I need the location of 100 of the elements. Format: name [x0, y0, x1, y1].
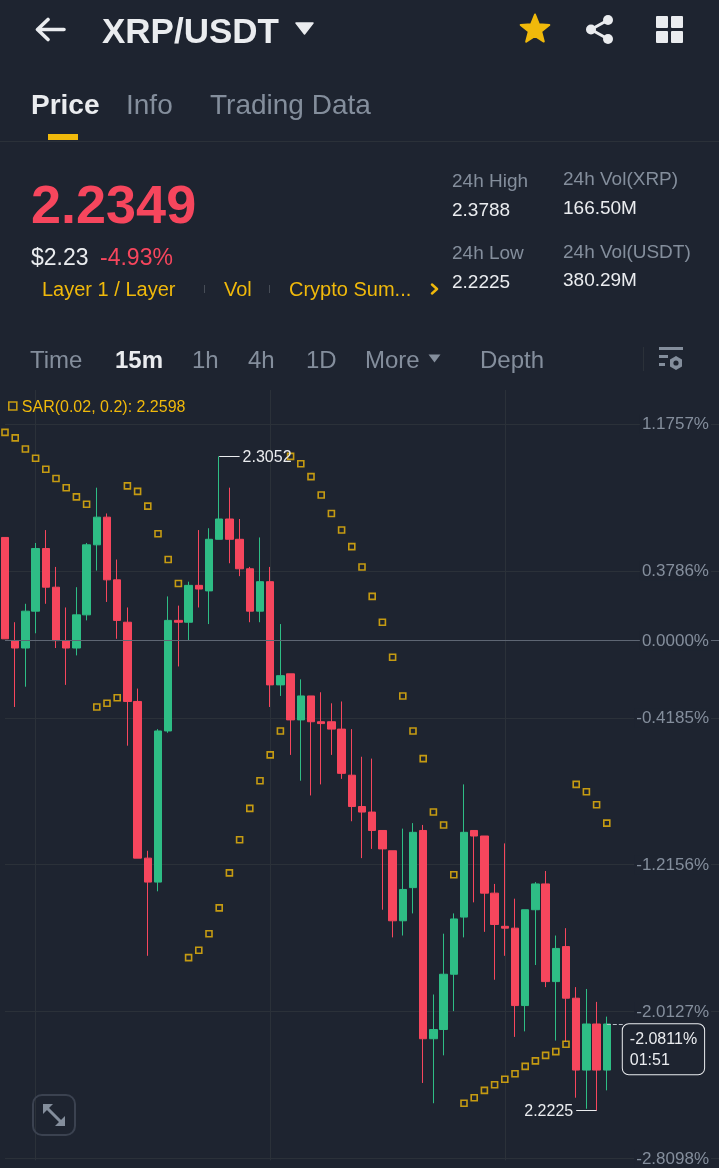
text: -4.93% [100, 244, 173, 272]
candlestick [42, 529, 50, 605]
text: 2.2349 [31, 173, 197, 236]
point [225, 869, 234, 877]
point [205, 929, 213, 938]
text: Vol [224, 277, 252, 301]
candlestick [154, 728, 162, 892]
candlestick [552, 935, 560, 1042]
candlestick [317, 691, 325, 785]
text: 166.50M [563, 197, 637, 220]
point [297, 459, 305, 468]
annotation: 2.2225 [524, 1102, 574, 1120]
candlestick [195, 529, 203, 608]
candlestick [93, 487, 101, 572]
candlestick [246, 566, 254, 623]
annotation: 2.3052 [242, 447, 292, 465]
point [572, 780, 580, 789]
candlestick [205, 527, 213, 625]
point [113, 693, 121, 702]
point [246, 804, 254, 813]
point [123, 482, 132, 490]
point [276, 727, 285, 735]
point [52, 474, 60, 483]
point [195, 946, 203, 955]
candlestick [52, 566, 60, 649]
ref-line-label: -2.0811% [629, 1030, 698, 1048]
candlestick [184, 581, 193, 642]
point [266, 751, 274, 759]
candlestick [348, 728, 356, 822]
text: Depth [480, 346, 545, 375]
point [460, 1099, 468, 1108]
candlestick [62, 606, 70, 686]
candlestick [399, 828, 407, 937]
point [307, 472, 315, 481]
point [93, 703, 101, 711]
candlestick [1, 536, 9, 640]
candlestick [113, 559, 121, 640]
point [1, 428, 9, 437]
candlestick [460, 783, 468, 938]
point [256, 776, 264, 785]
point [470, 1093, 478, 1102]
candlestick [378, 829, 387, 911]
text: Time [30, 346, 83, 375]
candlestick [358, 756, 366, 859]
candlestick [511, 898, 519, 1038]
point [521, 1062, 529, 1071]
point [409, 727, 417, 735]
candlestick [286, 673, 295, 756]
point [388, 653, 397, 662]
candlestick [572, 986, 580, 1099]
candlestick [470, 829, 478, 903]
point [348, 542, 356, 551]
text: 2.2225 [452, 271, 511, 294]
candlestick [388, 850, 397, 938]
point [72, 493, 81, 501]
point [144, 502, 152, 510]
point [164, 555, 172, 564]
text: 24h High [452, 170, 529, 193]
text: 1h [192, 346, 219, 375]
point [215, 904, 223, 912]
point [399, 692, 407, 700]
candlestick [603, 1016, 611, 1091]
candlestick [11, 621, 19, 708]
y-tick-label: 0.3786% [641, 561, 709, 581]
point [42, 465, 50, 474]
candlestick [582, 988, 591, 1110]
text: 380.29M [563, 269, 637, 292]
point [378, 618, 387, 627]
text: More [365, 346, 420, 375]
point [358, 563, 366, 571]
text: Layer 1 / Layer [42, 277, 176, 301]
point [501, 1075, 509, 1084]
candlestick [164, 595, 172, 734]
text: 4h [248, 346, 275, 375]
candlestick [266, 566, 274, 708]
point [31, 454, 40, 462]
candlestick [297, 678, 305, 782]
point [429, 808, 438, 816]
point [317, 491, 325, 499]
candlestick [144, 850, 152, 957]
candlestick [521, 909, 529, 1032]
candlestick [501, 842, 509, 957]
point [490, 1081, 499, 1089]
point [603, 819, 611, 827]
y-tick-label: -2.0127% [636, 1002, 709, 1022]
point [582, 787, 591, 796]
point [450, 870, 458, 879]
candlestick [450, 912, 458, 1012]
y-tick-label: 0.0000% [641, 631, 709, 651]
text: $2.23 [31, 244, 89, 272]
point [62, 483, 70, 492]
text: 24h Vol(USDT) [563, 241, 691, 264]
candlestick [307, 695, 315, 796]
text: 24h Vol(XRP) [563, 168, 679, 191]
candlestick [409, 822, 417, 914]
point [368, 592, 376, 601]
candlestick [531, 881, 540, 966]
point [419, 754, 427, 763]
point [552, 1047, 560, 1056]
candlestick [419, 824, 427, 1084]
